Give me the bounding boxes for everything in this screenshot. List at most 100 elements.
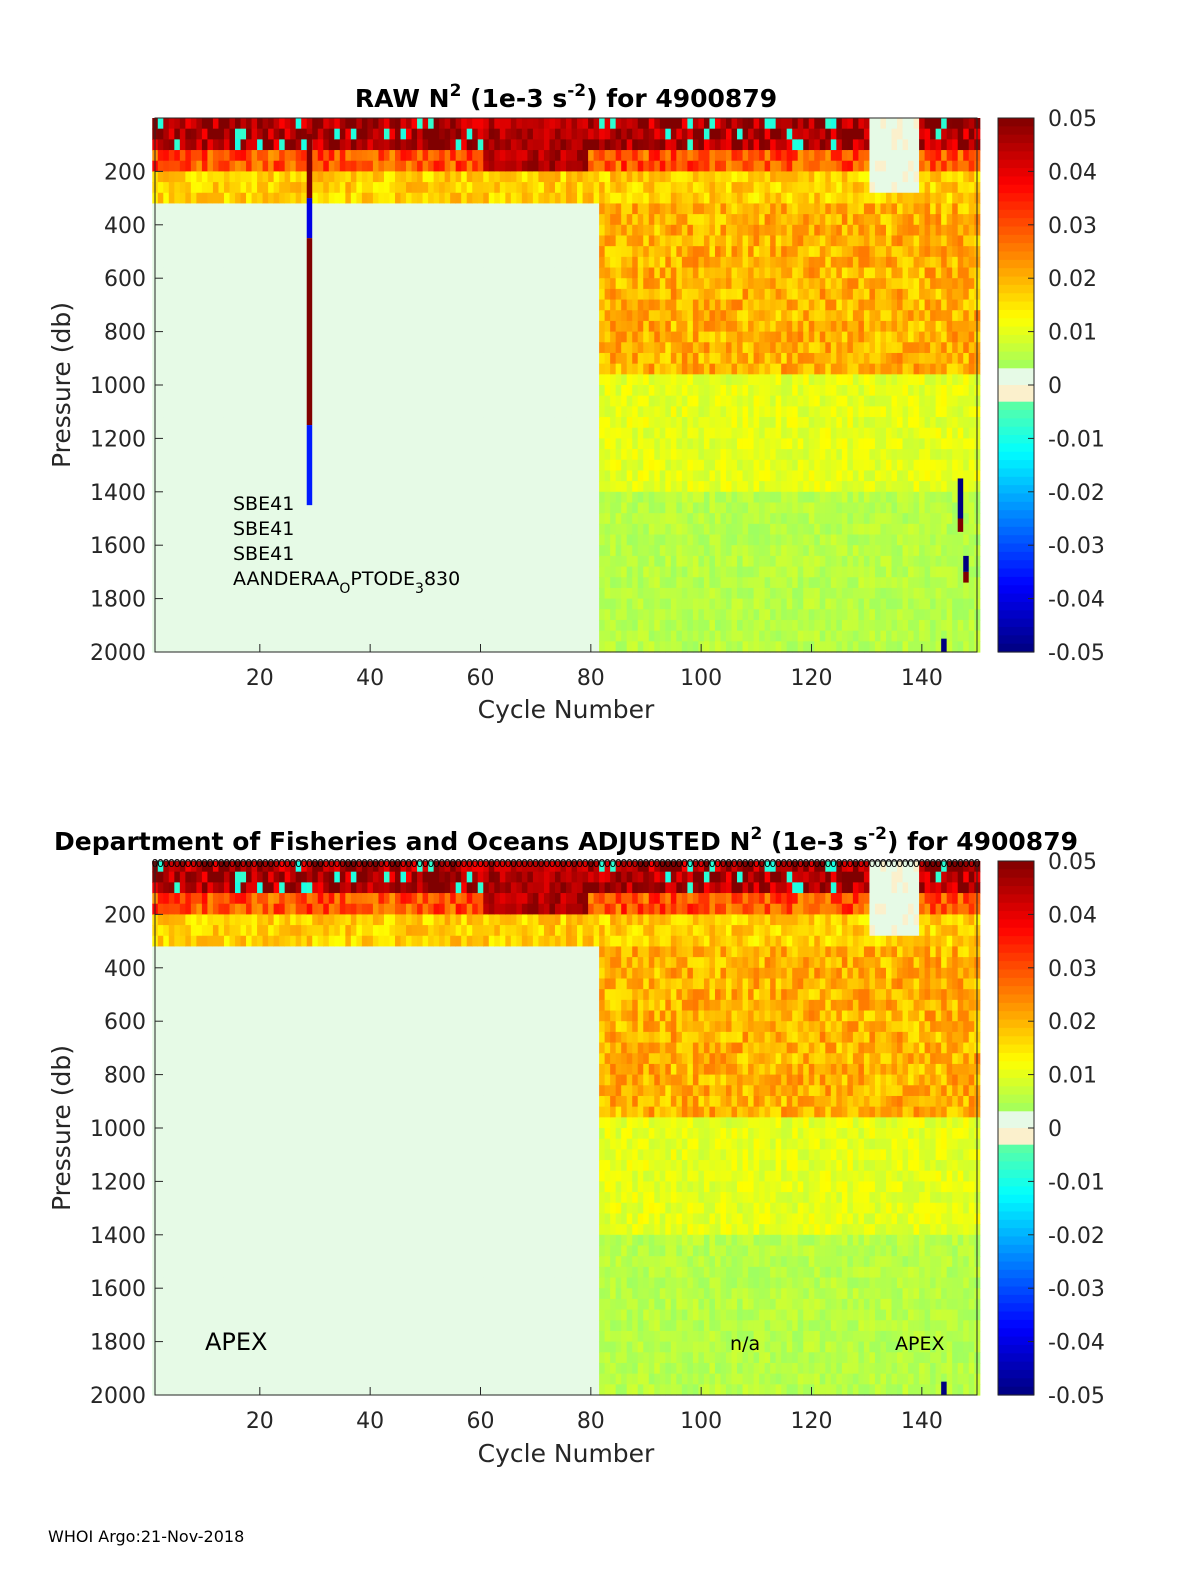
heatmap-cell — [577, 331, 584, 343]
heatmap-cell — [218, 555, 225, 568]
heatmap-cell — [312, 566, 319, 578]
heatmap-cell — [648, 555, 655, 568]
heatmap-cell — [532, 224, 539, 237]
heatmap-cell — [356, 352, 363, 365]
heatmap-cell — [505, 192, 512, 205]
heatmap-cell — [207, 374, 214, 386]
heatmap-cell — [488, 491, 495, 504]
heatmap-cell — [499, 235, 506, 247]
heatmap-cell — [444, 256, 451, 269]
heatmap-cell — [212, 352, 220, 365]
heatmap-cell — [257, 587, 264, 600]
heatmap-cell — [422, 118, 429, 130]
heatmap-cell — [681, 385, 688, 397]
heatmap-cell — [163, 320, 170, 333]
heatmap-cell — [157, 513, 164, 525]
heatmap-cell — [262, 438, 269, 450]
heatmap-cell — [676, 385, 683, 397]
heatmap-cell — [207, 192, 214, 205]
heatmap-cell — [317, 587, 324, 600]
heatmap-cell — [626, 331, 633, 343]
heatmap-cell — [268, 555, 275, 568]
heatmap-cell — [295, 150, 302, 162]
heatmap-cell — [560, 491, 567, 504]
heatmap-cell — [648, 235, 655, 247]
heatmap-cell — [312, 630, 319, 642]
heatmap-cell — [207, 406, 214, 418]
heatmap-cell — [472, 374, 479, 386]
heatmap-cell — [488, 182, 495, 194]
heatmap-cell — [648, 385, 655, 397]
heatmap-cell — [582, 288, 589, 301]
heatmap-cell — [527, 417, 534, 429]
heatmap-cell — [218, 299, 225, 311]
heatmap-cell — [439, 288, 446, 301]
heatmap-cell — [549, 246, 556, 258]
heatmap-cell — [543, 128, 551, 140]
heatmap-cell — [323, 417, 330, 429]
heatmap-cell — [212, 235, 220, 247]
heatmap-cell — [643, 459, 650, 472]
heatmap-cell — [345, 555, 352, 568]
heatmap-cell — [218, 395, 225, 407]
heatmap-cell — [665, 385, 672, 397]
heatmap-cell — [692, 192, 699, 205]
heatmap-cell — [163, 470, 170, 482]
heatmap-cell — [207, 139, 214, 151]
heatmap-cell — [670, 310, 677, 322]
heatmap-cell — [229, 171, 236, 183]
heatmap-cell — [527, 598, 534, 610]
heatmap-cell — [604, 609, 611, 621]
heatmap-cell — [521, 459, 528, 472]
heatmap-cell — [571, 235, 578, 247]
heatmap-cell — [566, 545, 573, 557]
heatmap-cell — [334, 630, 341, 642]
heatmap-cell — [670, 139, 677, 151]
heatmap-cell — [444, 577, 451, 589]
heatmap-cell — [610, 299, 617, 311]
heatmap-cell — [676, 363, 683, 375]
heatmap-cell — [251, 427, 258, 439]
heatmap-cell — [577, 374, 584, 386]
heatmap-cell — [549, 150, 556, 162]
heatmap-cell — [505, 118, 512, 130]
heatmap-cell — [604, 150, 611, 162]
heatmap-cell — [372, 459, 380, 472]
heatmap-cell — [670, 641, 677, 653]
heatmap-cell — [632, 118, 639, 130]
heatmap-cell — [312, 598, 319, 610]
heatmap-cell — [582, 352, 589, 365]
heatmap-cell — [527, 246, 534, 258]
heatmap-cell — [334, 342, 341, 354]
heatmap-cell — [417, 299, 424, 311]
heatmap-cell — [163, 491, 170, 504]
heatmap-cell — [604, 587, 611, 600]
heatmap-cell — [615, 299, 622, 311]
heatmap-cell — [201, 352, 208, 365]
heatmap-cell — [648, 449, 655, 461]
heatmap-cell — [240, 374, 247, 386]
heatmap-cell — [246, 619, 253, 632]
heatmap-cell — [163, 545, 170, 557]
heatmap-cell — [428, 342, 435, 354]
heatmap-cell — [676, 246, 683, 258]
heatmap-cell — [328, 459, 335, 472]
heatmap-cell — [632, 438, 639, 450]
heatmap-cell — [218, 267, 225, 279]
heatmap-cell — [477, 630, 484, 642]
heatmap-cell — [626, 363, 633, 375]
heatmap-cell — [593, 363, 600, 375]
heatmap-cell — [378, 214, 385, 226]
heatmap-cell — [560, 310, 567, 322]
heatmap-cell — [654, 246, 661, 258]
heatmap-cell — [461, 320, 468, 333]
heatmap-cell — [560, 171, 567, 183]
heatmap-cell — [284, 278, 291, 290]
heatmap-cell — [439, 363, 446, 375]
heatmap-cell — [389, 342, 396, 354]
heatmap-cell — [439, 587, 446, 600]
heatmap-cell — [571, 310, 578, 322]
heatmap-cell — [157, 587, 164, 600]
heatmap-cell — [549, 342, 556, 354]
